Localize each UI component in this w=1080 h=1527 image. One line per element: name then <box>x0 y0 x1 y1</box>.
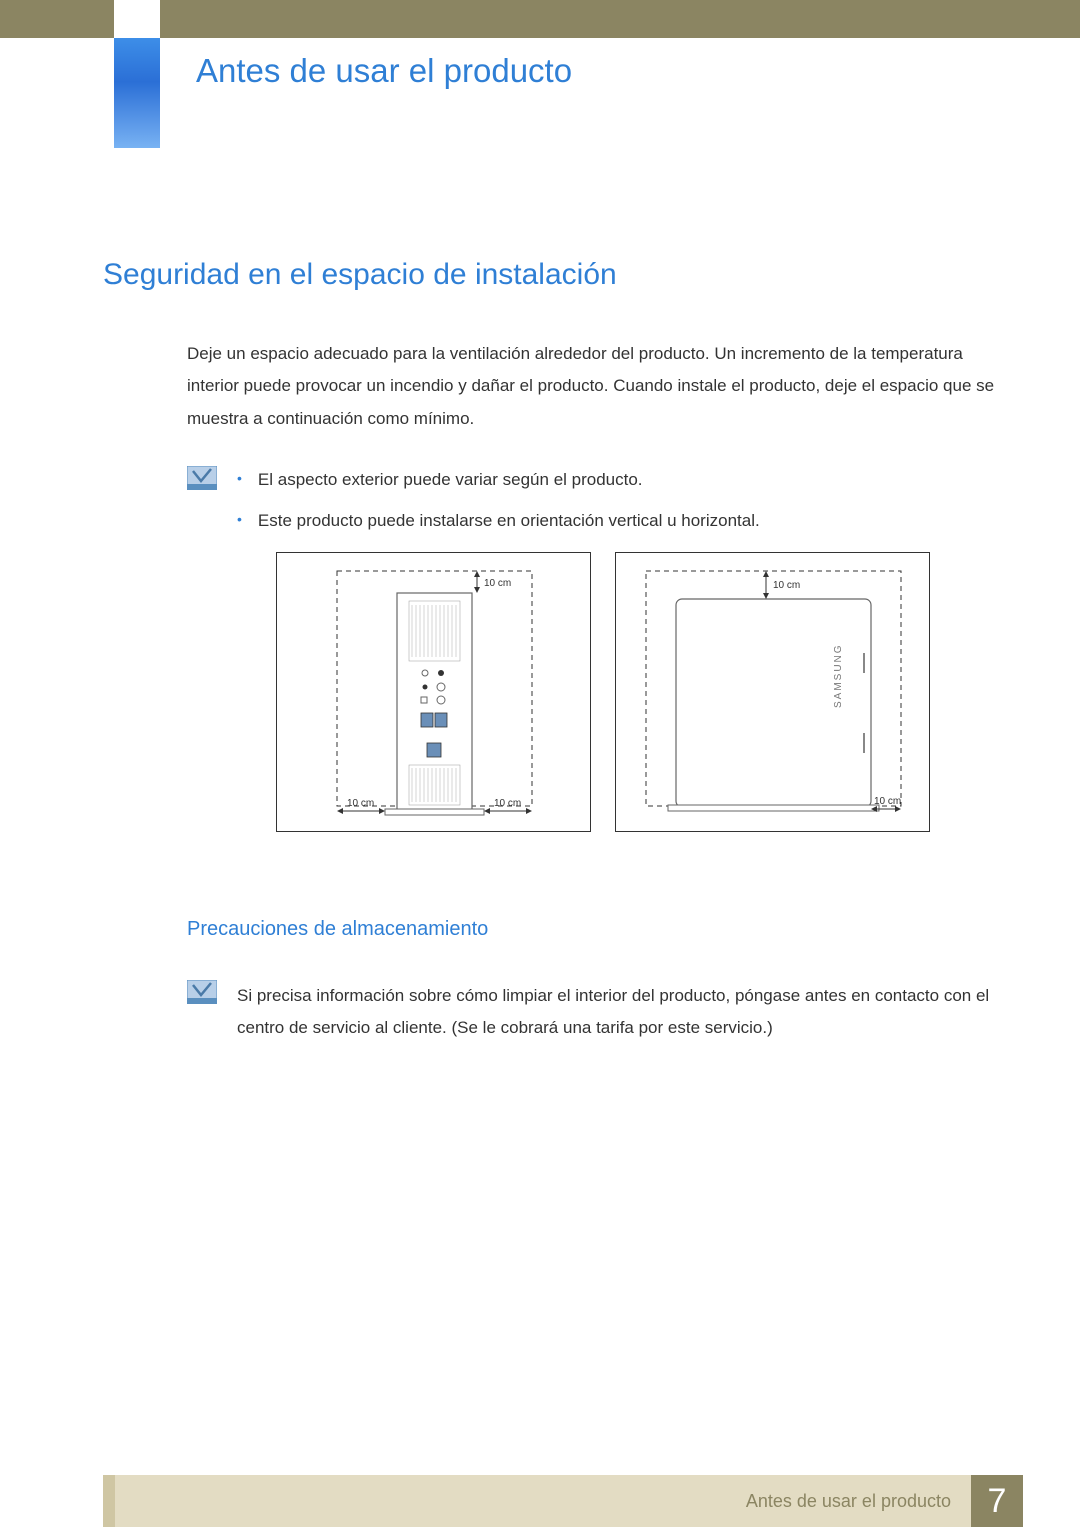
section-title: Seguridad en el espacio de instalación <box>103 258 617 292</box>
note-icon <box>187 466 217 490</box>
bullet-text: Este producto puede instalarse en orient… <box>258 507 760 534</box>
clearance-diagrams: 10 cm 10 cm 10 cm SAM <box>276 552 930 832</box>
note-icon <box>187 980 217 1004</box>
list-item: • Este producto puede instalarse en orie… <box>237 507 995 534</box>
bullet-icon: • <box>237 466 242 491</box>
page-root: Antes de usar el producto Seguridad en e… <box>0 0 1080 1527</box>
chapter-title: Antes de usar el producto <box>196 52 572 90</box>
note-bullets: • El aspecto exterior puede variar según… <box>237 466 995 548</box>
chapter-tab <box>114 38 160 148</box>
bullet-text: El aspecto exterior puede variar según e… <box>258 466 643 493</box>
dim-left: 10 cm <box>347 798 374 809</box>
bullet-icon: • <box>237 507 242 532</box>
brand-label: SAMSUNG <box>833 643 844 708</box>
footer-bar: Antes de usar el producto 7 <box>103 1475 1023 1527</box>
dim-top2: 10 cm <box>773 580 800 591</box>
dim-right2: 10 cm <box>874 796 901 807</box>
top-bar <box>0 0 1080 38</box>
intro-paragraph: Deje un espacio adecuado para la ventila… <box>187 338 995 435</box>
footer-accent <box>103 1475 115 1527</box>
footer-chapter-label: Antes de usar el producto <box>746 1491 951 1512</box>
subsection-title: Precauciones de almacenamiento <box>187 918 488 941</box>
list-item: • El aspecto exterior puede variar según… <box>237 466 995 493</box>
dim-right: 10 cm <box>494 798 521 809</box>
storage-paragraph: Si precisa información sobre cómo limpia… <box>237 980 995 1045</box>
diagram-vertical: 10 cm 10 cm 10 cm <box>276 552 591 832</box>
diagram-horizontal: SAMSUNG 10 cm 10 cm <box>615 552 930 832</box>
page-number: 7 <box>971 1475 1023 1527</box>
dim-top: 10 cm <box>484 578 511 589</box>
top-bar-gap <box>114 0 160 38</box>
